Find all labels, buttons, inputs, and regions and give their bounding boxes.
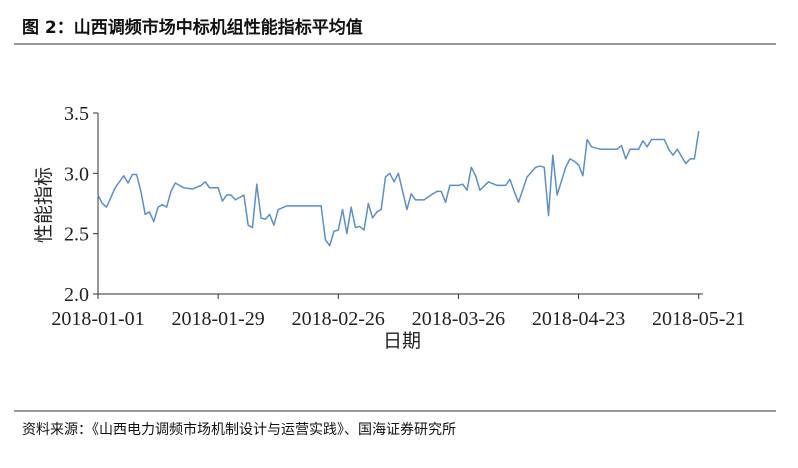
y-tick-label: 2.0: [64, 284, 89, 306]
chart-title: 图 2：山西调频市场中标机组性能指标平均值: [22, 17, 363, 38]
y-axis-label: 性能指标: [33, 167, 55, 243]
x-tick-label: 2018-03-26: [412, 308, 505, 330]
x-tick-label: 2018-05-21: [652, 308, 745, 330]
x-tick-label: 2018-02-26: [292, 308, 385, 330]
source-note: 资料来源：《山西电力调频市场机制设计与运营实践》、国海证券研究所: [22, 421, 456, 438]
x-tick-label: 2018-04-23: [532, 308, 625, 330]
y-tick-label: 3.5: [64, 103, 89, 125]
y-tick-label: 3.0: [64, 163, 89, 185]
data-line: [97, 130, 700, 247]
x-tick-label: 2018-01-01: [51, 308, 144, 330]
x-tick-label: 2018-01-29: [171, 308, 264, 330]
y-tick-label: 2.5: [64, 224, 89, 246]
x-axis-label: 日期: [383, 330, 421, 352]
